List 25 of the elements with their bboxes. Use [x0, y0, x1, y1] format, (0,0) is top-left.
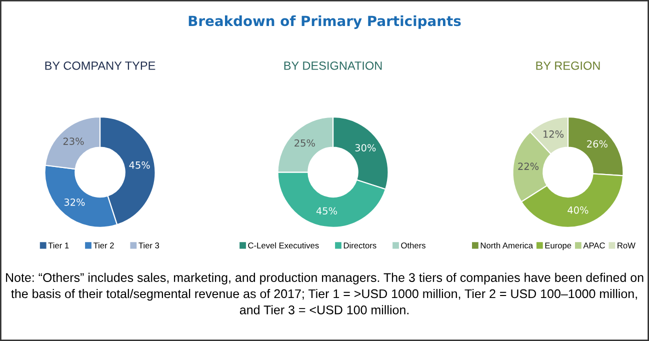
data-label: 40%: [568, 206, 588, 214]
legend-label: Tier 2: [93, 242, 114, 248]
legend-label: C-Level Executives: [248, 242, 319, 248]
legend-label: Others: [401, 242, 426, 248]
data-label: 32%: [64, 198, 85, 206]
data-label: 23%: [63, 138, 84, 145]
text: Note: “Others” includes sales, marketing, and production managers. The 3 tiers of companies have been defined on the basis of their total/segmental revenue as of 2017; Tier 1 = >USD 1000 million, Tier 2 = USD 100–1000 million, and Tier 3 = <USD 100 million.: [6, 272, 644, 314]
chart-title: BY COMPANY TYPE: [45, 61, 156, 70]
legend-label: Europe: [545, 242, 572, 250]
legend-label: RoW: [618, 242, 636, 248]
data-label: 30%: [355, 144, 376, 152]
data-label: 26%: [587, 140, 608, 148]
legend-label: APAC: [583, 242, 605, 248]
chart-title: BY DESIGNATION: [284, 61, 382, 70]
legend-label: Tier 3: [138, 242, 160, 248]
data-label: 45%: [129, 161, 150, 169]
chart-title: BY REGION: [536, 61, 600, 70]
legend-label: Tier 1: [48, 242, 69, 248]
data-label: 45%: [316, 207, 338, 215]
data-label: 25%: [294, 139, 315, 147]
text: Breakdown of Primary Participants: [188, 15, 461, 29]
data-label: 22%: [518, 162, 539, 170]
legend-label: Directors: [344, 242, 376, 248]
legend-label: North America: [480, 242, 533, 248]
data-label: 12%: [544, 130, 564, 138]
